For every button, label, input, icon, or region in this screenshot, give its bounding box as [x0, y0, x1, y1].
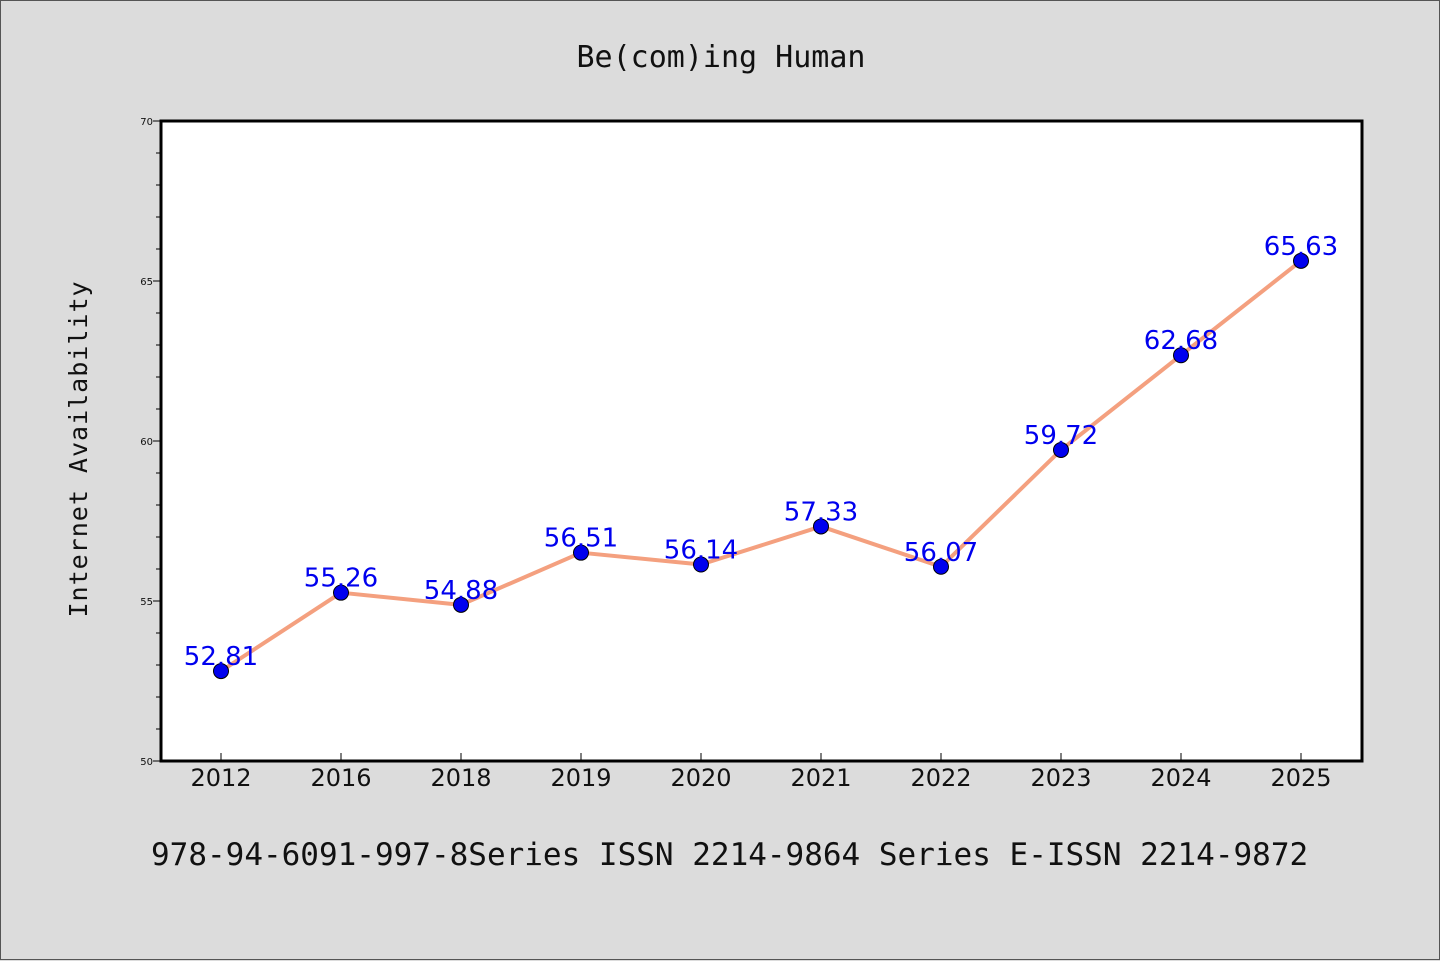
data-label: 59.72: [1024, 421, 1098, 451]
x-tick-label: 2020: [670, 764, 731, 792]
data-point: [933, 558, 949, 575]
y-axis: 50 55 60 65 70: [140, 117, 161, 768]
x-tick-label: 2023: [1030, 764, 1091, 792]
data-label: 56.07: [904, 538, 978, 568]
x-tick-label: 2024: [1150, 764, 1211, 792]
x-tick-label: 2012: [190, 764, 251, 792]
x-axis: 2012 2016 2018 2019 2020 2021 2022 2023 2024 2025: [190, 753, 1332, 792]
chart-title: Be(com)ing Human: [577, 40, 866, 75]
data-point: [1173, 347, 1189, 364]
series-polyline: [219, 258, 1303, 674]
x-tick-label: 2018: [430, 764, 491, 792]
x-tick-label: 2025: [1270, 764, 1331, 792]
data-label: 57.33: [784, 497, 858, 527]
data-point: [813, 518, 829, 535]
data-point: [693, 556, 709, 573]
data-label: 56.51: [544, 524, 618, 554]
plot-area: [159, 119, 1364, 763]
data-labels: 52.81 55.26 54.88 56.51 56.14 57.33 56.07 59.72…: [184, 232, 1338, 672]
y-tick-label: 55: [140, 597, 153, 608]
y-tick-label: 70: [140, 117, 153, 128]
x-tick-label: 2016: [310, 764, 371, 792]
data-label: 65.63: [1264, 232, 1338, 262]
data-label: 54.88: [424, 576, 498, 606]
x-tick-label: 2019: [550, 764, 611, 792]
data-point: [1293, 252, 1309, 269]
y-tick-label: 65: [140, 277, 153, 288]
data-point: [1053, 441, 1069, 458]
x-tick-label: 2021: [790, 764, 851, 792]
y-axis-label: Internet Availability: [64, 280, 93, 617]
data-label: 55.26: [304, 564, 378, 594]
series-line: [213, 252, 1309, 680]
data-point: [213, 663, 229, 680]
data-point: [453, 596, 469, 613]
y-tick-label: 60: [140, 437, 153, 448]
data-point: [333, 584, 349, 601]
x-tick-label: 2022: [910, 764, 971, 792]
data-label: 62.68: [1144, 326, 1218, 356]
data-label: 56.14: [664, 536, 738, 566]
footer-isbn-issn: 978-94-6091-997-8Series ISSN 2214-9864 S…: [151, 837, 1308, 873]
y-tick-label: 50: [140, 757, 153, 768]
data-point: [573, 544, 589, 561]
data-label: 52.81: [184, 642, 258, 672]
